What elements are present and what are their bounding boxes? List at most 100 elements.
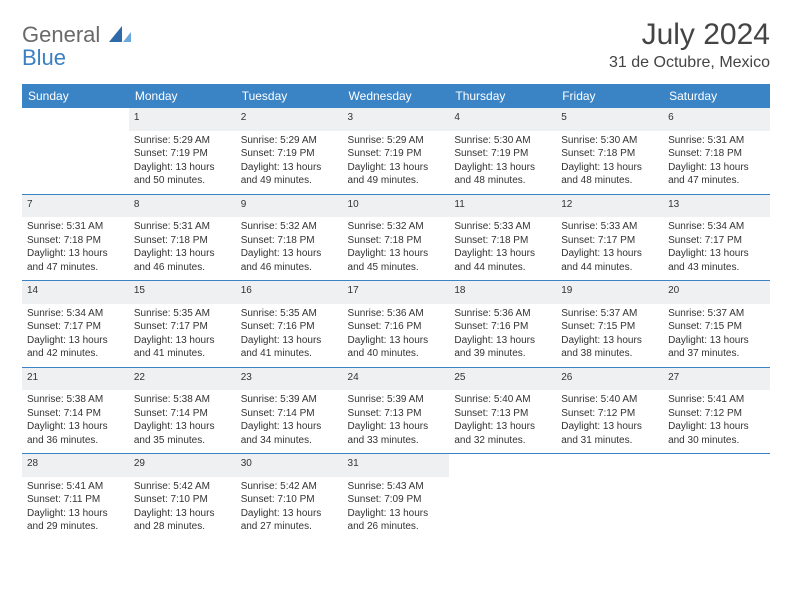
day-number: 26 bbox=[556, 367, 663, 390]
day-info-line: and 46 minutes. bbox=[134, 261, 231, 275]
day-info-line: Daylight: 13 hours bbox=[454, 247, 551, 261]
day-info-line: Daylight: 13 hours bbox=[668, 334, 765, 348]
day-info-line: Daylight: 13 hours bbox=[348, 161, 445, 175]
day-cell: Sunrise: 5:36 AMSunset: 7:16 PMDaylight:… bbox=[343, 304, 450, 368]
day-number: 10 bbox=[343, 194, 450, 217]
day-info-line: Sunset: 7:14 PM bbox=[134, 407, 231, 421]
day-info-line: Sunset: 7:12 PM bbox=[668, 407, 765, 421]
day-number: 29 bbox=[129, 454, 236, 477]
day-cell bbox=[449, 477, 556, 540]
day-info-line: Sunset: 7:16 PM bbox=[348, 320, 445, 334]
day-cell bbox=[556, 477, 663, 540]
day-info-line: Sunset: 7:19 PM bbox=[348, 147, 445, 161]
day-info-line: Sunrise: 5:36 AM bbox=[348, 307, 445, 321]
day-cell: Sunrise: 5:34 AMSunset: 7:17 PMDaylight:… bbox=[22, 304, 129, 368]
day-info-line: Sunset: 7:19 PM bbox=[241, 147, 338, 161]
day-cell: Sunrise: 5:30 AMSunset: 7:18 PMDaylight:… bbox=[556, 131, 663, 195]
weekday-header-row: Sunday Monday Tuesday Wednesday Thursday… bbox=[22, 84, 770, 108]
day-info-line: and 32 minutes. bbox=[454, 434, 551, 448]
day-info-line: and 47 minutes. bbox=[27, 261, 124, 275]
day-number: 5 bbox=[556, 108, 663, 131]
day-number: 8 bbox=[129, 194, 236, 217]
day-number: 7 bbox=[22, 194, 129, 217]
day-info-line: and 39 minutes. bbox=[454, 347, 551, 361]
logo: General Blue bbox=[22, 18, 131, 69]
day-number: 13 bbox=[663, 194, 770, 217]
day-info-line: Sunset: 7:17 PM bbox=[561, 234, 658, 248]
day-info-line: and 27 minutes. bbox=[241, 520, 338, 534]
day-number: 1 bbox=[129, 108, 236, 131]
day-cell: Sunrise: 5:29 AMSunset: 7:19 PMDaylight:… bbox=[129, 131, 236, 195]
day-number: 12 bbox=[556, 194, 663, 217]
day-info-line: Daylight: 13 hours bbox=[561, 247, 658, 261]
day-number: 14 bbox=[22, 281, 129, 304]
day-info-line: and 48 minutes. bbox=[561, 174, 658, 188]
day-cell: Sunrise: 5:37 AMSunset: 7:15 PMDaylight:… bbox=[663, 304, 770, 368]
day-info-line: and 34 minutes. bbox=[241, 434, 338, 448]
day-number: 25 bbox=[449, 367, 556, 390]
day-info-line: Sunrise: 5:34 AM bbox=[668, 220, 765, 234]
day-info-line: Daylight: 13 hours bbox=[454, 420, 551, 434]
day-info-line: Sunrise: 5:33 AM bbox=[561, 220, 658, 234]
day-number bbox=[22, 108, 129, 131]
day-cell: Sunrise: 5:34 AMSunset: 7:17 PMDaylight:… bbox=[663, 217, 770, 281]
day-cell: Sunrise: 5:33 AMSunset: 7:18 PMDaylight:… bbox=[449, 217, 556, 281]
day-info-line: Daylight: 13 hours bbox=[561, 334, 658, 348]
day-info-line: Sunset: 7:13 PM bbox=[348, 407, 445, 421]
day-info-line: Daylight: 13 hours bbox=[241, 420, 338, 434]
day-info-line: Sunrise: 5:32 AM bbox=[241, 220, 338, 234]
day-info-line: Sunrise: 5:34 AM bbox=[27, 307, 124, 321]
day-info-line: Sunset: 7:14 PM bbox=[27, 407, 124, 421]
weekday-wed: Wednesday bbox=[343, 84, 450, 108]
daynum-row: 21222324252627 bbox=[22, 367, 770, 390]
day-info-line: and 33 minutes. bbox=[348, 434, 445, 448]
logo-word-1: General bbox=[22, 22, 100, 47]
day-info-line: Sunset: 7:11 PM bbox=[27, 493, 124, 507]
title-block: July 2024 31 de Octubre, Mexico bbox=[609, 18, 770, 72]
day-info-line: Sunset: 7:19 PM bbox=[454, 147, 551, 161]
day-info-line: Daylight: 13 hours bbox=[241, 247, 338, 261]
header: General Blue July 2024 31 de Octubre, Me… bbox=[22, 18, 770, 72]
day-info-line: and 41 minutes. bbox=[134, 347, 231, 361]
day-info-line: Sunrise: 5:31 AM bbox=[27, 220, 124, 234]
day-info-line: Daylight: 13 hours bbox=[27, 334, 124, 348]
day-info-line: Sunrise: 5:37 AM bbox=[561, 307, 658, 321]
day-info-line: Sunrise: 5:43 AM bbox=[348, 480, 445, 494]
day-info-line: and 29 minutes. bbox=[27, 520, 124, 534]
day-info-row: Sunrise: 5:38 AMSunset: 7:14 PMDaylight:… bbox=[22, 390, 770, 454]
day-info-line: Daylight: 13 hours bbox=[668, 420, 765, 434]
day-info-line: Sunrise: 5:37 AM bbox=[668, 307, 765, 321]
day-info-line: Daylight: 13 hours bbox=[134, 334, 231, 348]
day-info-line: Daylight: 13 hours bbox=[668, 161, 765, 175]
day-info-line: Daylight: 13 hours bbox=[241, 334, 338, 348]
day-info-line: Sunrise: 5:29 AM bbox=[241, 134, 338, 148]
day-info-row: Sunrise: 5:41 AMSunset: 7:11 PMDaylight:… bbox=[22, 477, 770, 540]
day-info-line: and 46 minutes. bbox=[241, 261, 338, 275]
day-cell: Sunrise: 5:43 AMSunset: 7:09 PMDaylight:… bbox=[343, 477, 450, 540]
daynum-row: 14151617181920 bbox=[22, 281, 770, 304]
day-info-line: and 50 minutes. bbox=[134, 174, 231, 188]
day-info-line: Sunrise: 5:36 AM bbox=[454, 307, 551, 321]
day-info-line: Sunrise: 5:31 AM bbox=[134, 220, 231, 234]
day-info-line: Sunrise: 5:40 AM bbox=[454, 393, 551, 407]
day-info-line: Sunrise: 5:38 AM bbox=[27, 393, 124, 407]
day-info-line: Sunrise: 5:42 AM bbox=[241, 480, 338, 494]
day-info-row: Sunrise: 5:31 AM Sunset: 7:18 PM Daylight:… bbox=[22, 217, 770, 281]
day-info-line: Daylight: 13 hours bbox=[27, 247, 124, 261]
day-info-line: Daylight: 13 hours bbox=[348, 420, 445, 434]
day-info-line: Sunset: 7:16 PM bbox=[454, 320, 551, 334]
day-info-line: Sunrise: 5:32 AM bbox=[348, 220, 445, 234]
weekday-sat: Saturday bbox=[663, 84, 770, 108]
day-info-line: Sunset: 7:18 PM bbox=[348, 234, 445, 248]
day-number bbox=[663, 454, 770, 477]
page: General Blue July 2024 31 de Octubre, Me… bbox=[0, 0, 792, 550]
day-info-line: Sunset: 7:16 PM bbox=[241, 320, 338, 334]
day-cell: Sunrise: 5:35 AMSunset: 7:16 PMDaylight:… bbox=[236, 304, 343, 368]
day-info-line: and 44 minutes. bbox=[561, 261, 658, 275]
day-number: 20 bbox=[663, 281, 770, 304]
day-cell: Sunrise: 5:40 AMSunset: 7:13 PMDaylight:… bbox=[449, 390, 556, 454]
day-info-line: and 36 minutes. bbox=[27, 434, 124, 448]
day-info-line: Sunset: 7:17 PM bbox=[134, 320, 231, 334]
weekday-sun: Sunday bbox=[22, 84, 129, 108]
day-info-line: Sunset: 7:12 PM bbox=[561, 407, 658, 421]
